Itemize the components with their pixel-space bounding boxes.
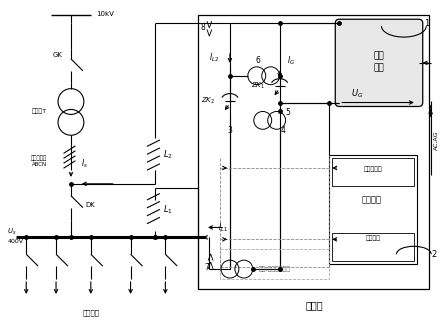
Text: 主控制器: 主控制器	[362, 195, 382, 204]
Text: >>: >>	[205, 250, 215, 268]
Text: $L_2$: $L_2$	[163, 149, 173, 161]
Text: $ZK_2$: $ZK_2$	[201, 96, 215, 106]
Text: $I_{L1}$: $I_{L1}$	[218, 221, 228, 234]
Text: >>: >>	[202, 20, 212, 38]
Text: 400V: 400V	[8, 239, 23, 244]
Bar	[332, 158, 414, 186]
Text: $U_G$: $U_G$	[351, 87, 363, 100]
Text: 2: 2	[431, 250, 436, 259]
Text: 变压器T: 变压器T	[31, 109, 47, 114]
Text: $ZK_1$: $ZK_1$	[251, 81, 265, 91]
Text: $I_{L2}$: $I_{L2}$	[209, 52, 219, 64]
Text: AC,AG: AC,AG	[434, 130, 439, 150]
Text: 8: 8	[200, 23, 205, 32]
Text: GK: GK	[53, 52, 63, 58]
Text: DK: DK	[85, 202, 95, 208]
Text: 机组控制器: 机组控制器	[364, 166, 382, 172]
Bar	[329, 155, 417, 264]
FancyBboxPatch shape	[335, 19, 423, 107]
Bar	[332, 233, 414, 261]
Text: 1: 1	[424, 19, 429, 28]
Text: 5: 5	[285, 108, 290, 117]
Text: $I_G$: $I_G$	[287, 55, 295, 67]
Text: 合闸驱动: 合闸驱动	[365, 236, 381, 241]
Text: 低压负荷: 低压负荷	[82, 309, 99, 316]
Text: 发电: 发电	[373, 52, 385, 60]
Text: $L_1$: $L_1$	[163, 203, 173, 216]
Text: 电源车: 电源车	[306, 300, 323, 310]
Text: 6: 6	[255, 56, 260, 66]
Text: 7: 7	[205, 263, 210, 272]
Text: 10kV: 10kV	[96, 11, 114, 17]
Text: 4: 4	[280, 126, 285, 135]
Text: 三相四线制: 三相四线制	[31, 155, 47, 161]
Text: 合闸/分闸控制信号: 合闸/分闸控制信号	[259, 266, 291, 272]
Bar	[220, 249, 329, 279]
Text: ABCN: ABCN	[31, 162, 47, 168]
Text: 3: 3	[228, 126, 233, 135]
Text: 机组: 机组	[373, 63, 385, 72]
Text: $U_s$: $U_s$	[8, 226, 17, 236]
Text: $I_s$: $I_s$	[81, 158, 88, 170]
Bar	[198, 15, 429, 289]
